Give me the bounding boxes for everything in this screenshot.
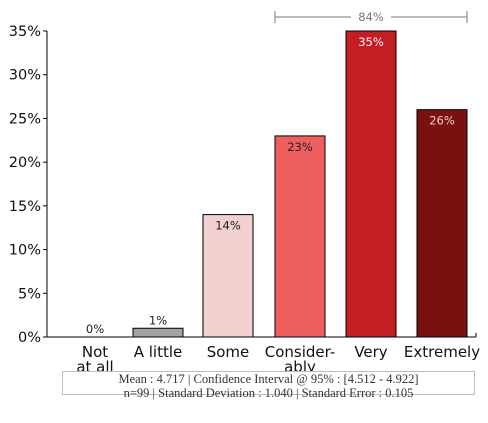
data-label: 26% <box>429 114 455 128</box>
y-tick-label: 0% <box>18 330 41 346</box>
bars: 0% 1% 14% 23% 35% 26% <box>86 30 468 338</box>
y-tick-label: 20% <box>9 155 41 171</box>
stats-line-1: Mean : 4.717 | Confidence Interval @ 95%… <box>118 372 419 386</box>
category-label: Very <box>354 343 387 361</box>
top-box-bracket: 84% <box>274 10 468 24</box>
bar <box>202 214 254 338</box>
y-tick-label: 10% <box>9 243 41 259</box>
data-label: 23% <box>287 140 313 154</box>
data-label: 0% <box>86 322 104 336</box>
y-tick-label: 5% <box>18 286 41 302</box>
bar <box>274 135 326 338</box>
y-tick-label: 30% <box>9 68 41 84</box>
category-label: A little <box>134 343 183 361</box>
bar <box>416 109 468 338</box>
bar <box>345 30 397 338</box>
y-tick-label: 15% <box>9 199 41 215</box>
bar-chart: 0%5%10%15%20%25%30%35% 0%1%14%23%35%26% … <box>9 10 480 372</box>
y-tick-label: 25% <box>9 111 41 127</box>
stats-line-2: n=99 | Standard Deviation : 1.040 | Stan… <box>123 386 414 400</box>
y-tick-label: 35% <box>9 24 41 40</box>
data-label: 1% <box>149 313 167 327</box>
summary-statistics: Mean : 4.717 | Confidence Interval @ 95%… <box>62 371 475 400</box>
category-label: Some <box>207 343 250 361</box>
category-label: ably <box>284 358 316 372</box>
data-label: 35% <box>358 35 384 49</box>
data-label: 14% <box>215 219 241 233</box>
bar <box>132 327 184 338</box>
category-label: Not <box>82 343 108 361</box>
category-label: Extremely <box>404 343 480 361</box>
category-label: Consider- <box>265 343 336 361</box>
category-label: at all <box>76 358 113 372</box>
bracket-label: 84% <box>358 10 384 24</box>
y-axis: 0% 5% 10% 15% 20% 25% 30% 35% <box>9 24 48 346</box>
